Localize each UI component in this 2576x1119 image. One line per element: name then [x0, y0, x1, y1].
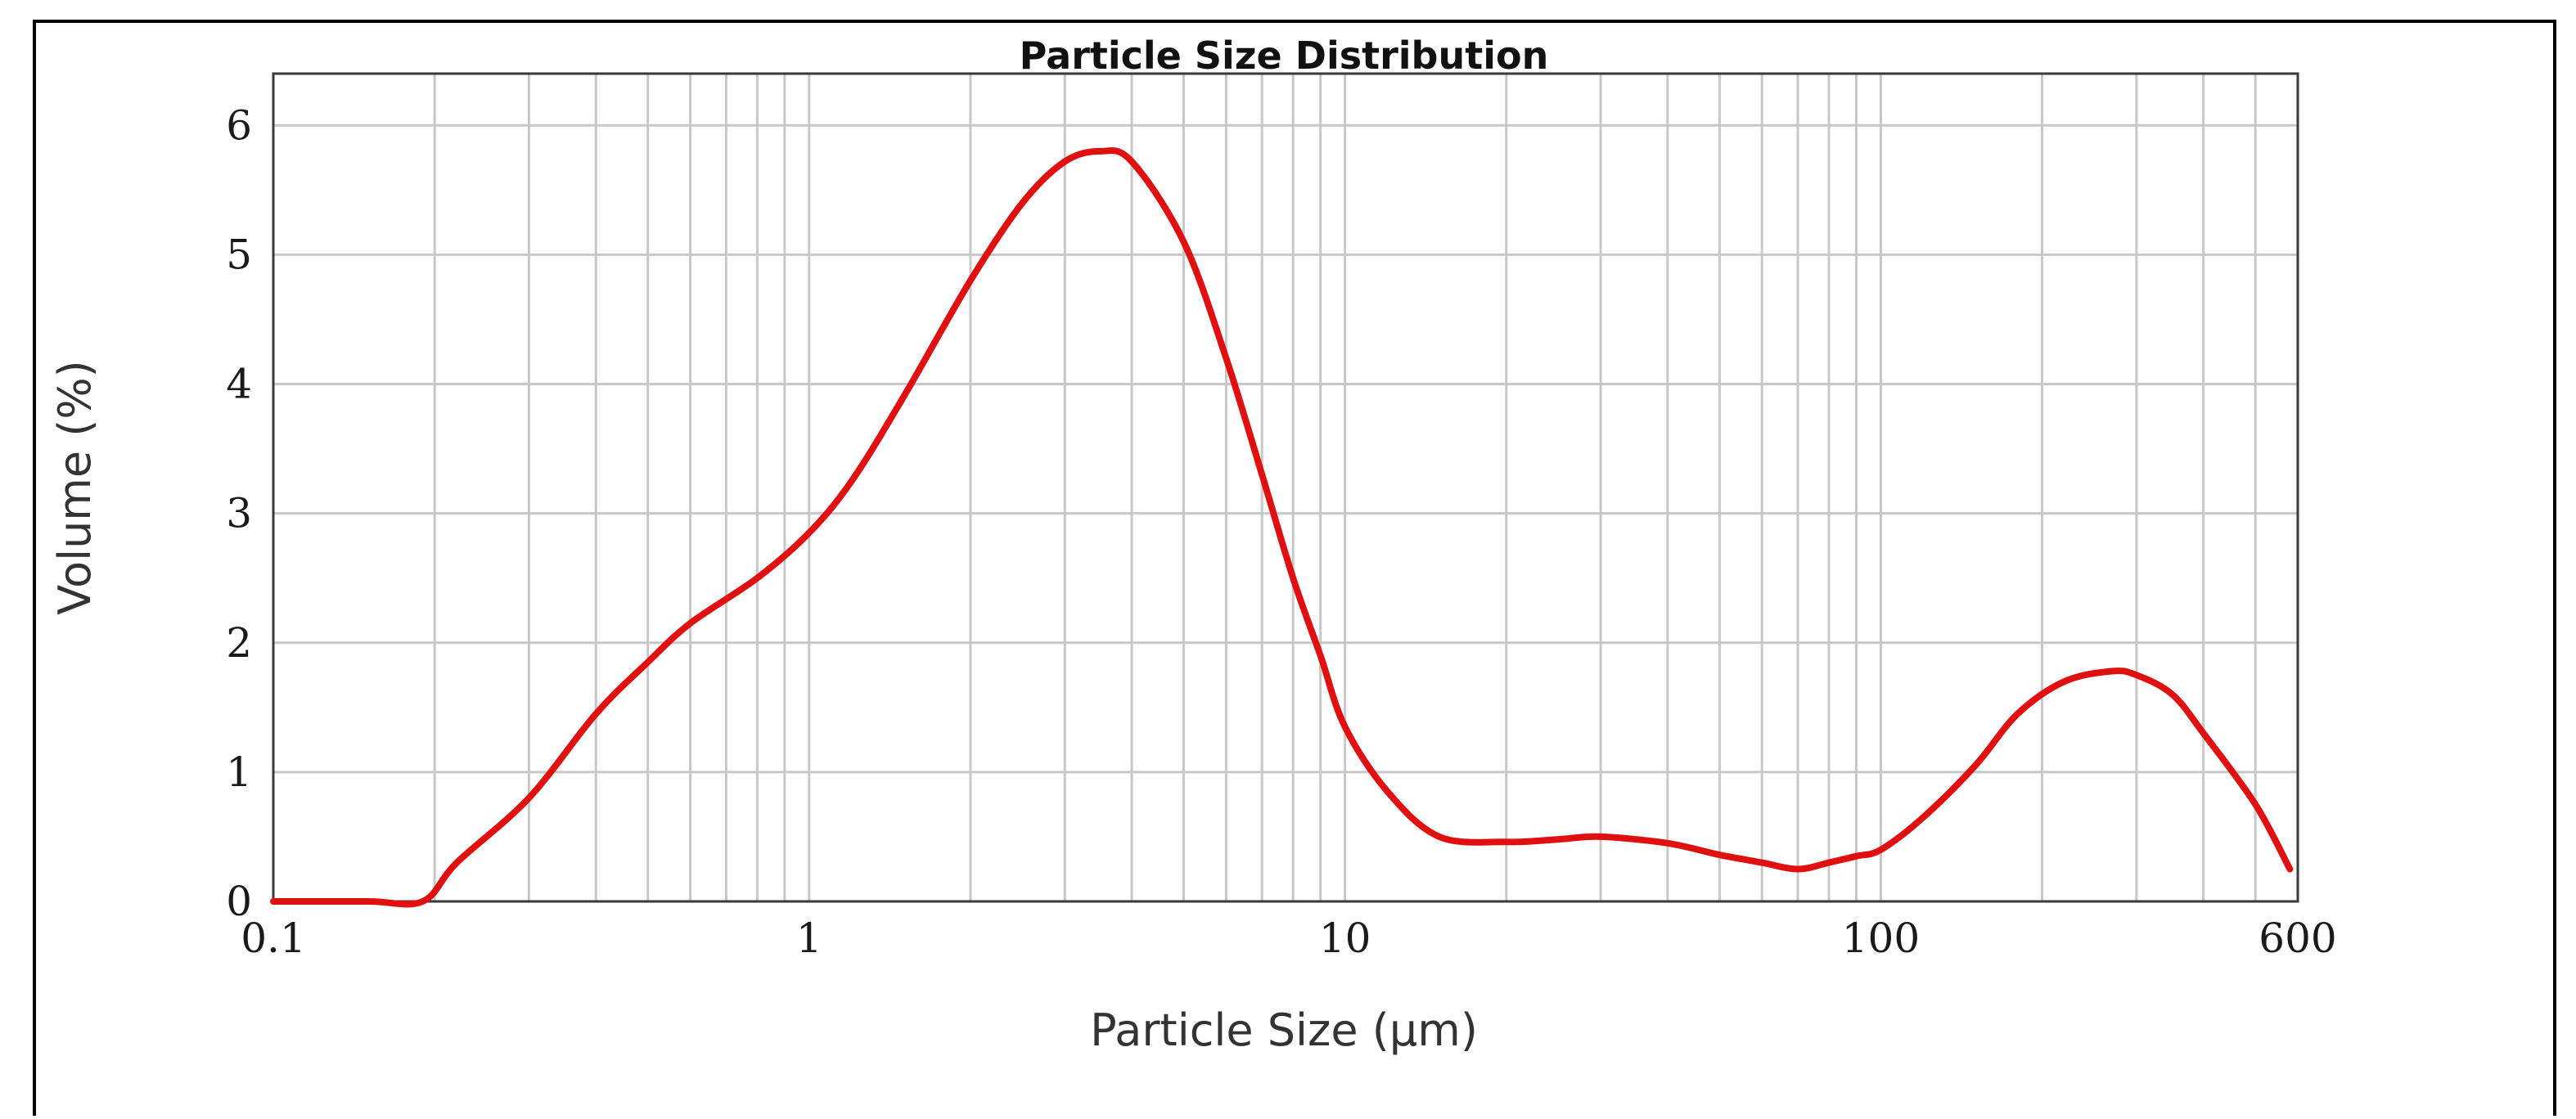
y-axis-label: Volume (%)	[49, 360, 101, 614]
chart-title: Particle Size Distribution	[1020, 34, 1549, 78]
grid	[273, 74, 2298, 901]
chart-svg: Particle Size Distribution 0 1 2 3 4 5 6 0.1 1 1…	[49, 34, 2337, 1056]
x-tick-label: 10	[1319, 915, 1371, 962]
y-tick-label: 5	[226, 231, 252, 278]
y-tick-label: 6	[226, 101, 252, 149]
x-tick-label: 0.1	[241, 915, 306, 962]
x-axis-label: Particle Size (µm)	[1090, 1004, 1478, 1056]
series-layer	[270, 147, 2294, 908]
chart-frame: Particle Size Distribution 0 1 2 3 4 5 6 0.1 1 1…	[33, 20, 2556, 1116]
y-tick-label: 3	[226, 490, 252, 537]
y-tick-label: 0	[226, 878, 252, 925]
y-tick-label: 1	[226, 748, 252, 796]
plot-area-border	[272, 72, 2299, 903]
y-axis-ticks: 0 1 2 3 4 5 6	[226, 101, 252, 925]
x-tick-label: 600	[2259, 915, 2336, 962]
y-tick-label: 4	[226, 361, 252, 408]
series-line	[270, 147, 2294, 908]
x-tick-label: 1	[796, 915, 822, 962]
x-tick-label: 100	[1842, 915, 1920, 962]
x-axis-ticks: 0.1 1 10 100 600	[241, 915, 2336, 962]
y-tick-label: 2	[226, 619, 252, 667]
